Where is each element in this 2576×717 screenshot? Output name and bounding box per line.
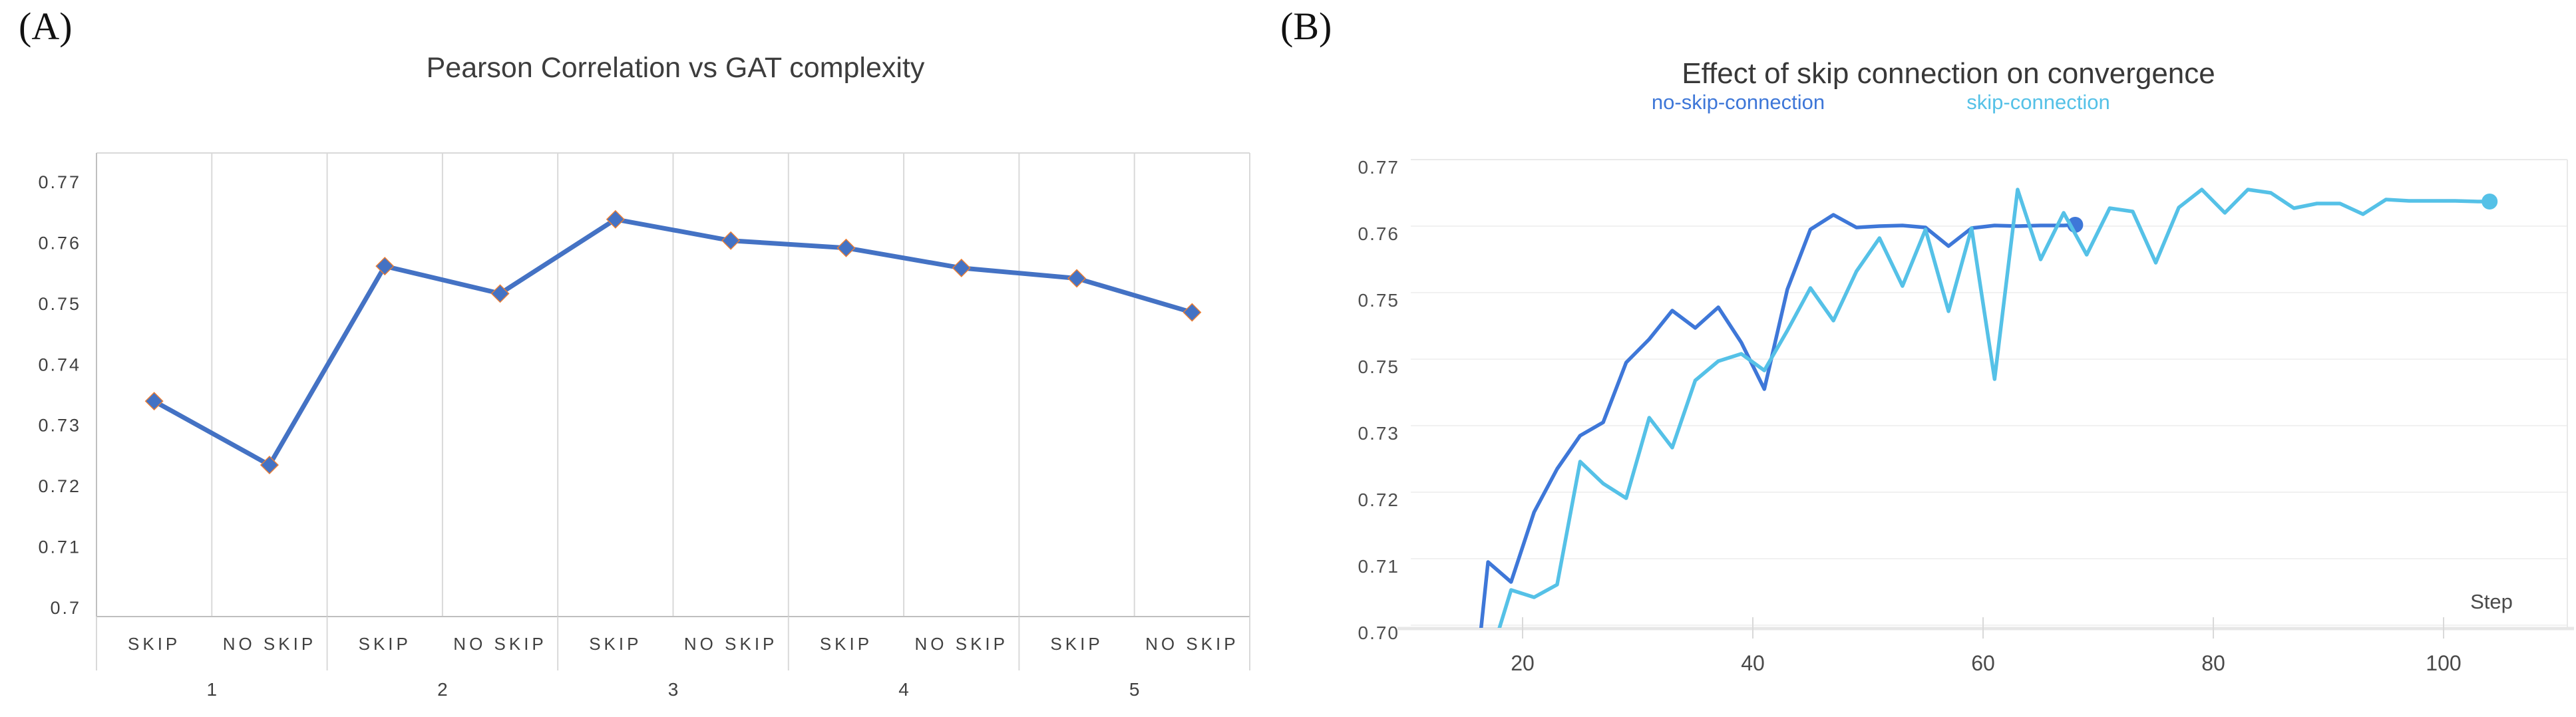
y-tick-label: 0.73	[1358, 423, 1400, 444]
marker-diamond	[953, 259, 970, 276]
x-group-label: 4	[898, 679, 909, 700]
x-group-label: 2	[437, 679, 448, 700]
x-category-label: NO SKIP	[453, 634, 546, 654]
x-category-label: SKIP	[820, 634, 872, 654]
chart-a-plot: 0.77 0.76 0.75 0.74 0.73 0.72 0.71 0.7 SKIP NO SK…	[38, 152, 1250, 700]
marker-diamond	[1069, 270, 1085, 287]
panel-a-label: (A)	[19, 5, 73, 48]
panel-a: (A) Pearson Correlation vs GAT complexit…	[0, 0, 1264, 717]
series-end-dot-skip-connection	[2482, 194, 2498, 210]
series-skip-connection	[1497, 188, 2491, 628]
y-tick-label: 0.76	[1358, 223, 1400, 244]
y-tick-label: 0.71	[38, 537, 81, 557]
marker-diamond	[377, 258, 393, 275]
x-tick-label: 20	[1511, 651, 1535, 675]
y-tick-label: 0.75	[38, 294, 81, 314]
y-tick-label: 0.75	[1358, 290, 1400, 311]
y-tick-label: 0.77	[38, 172, 81, 192]
marker-diamond	[723, 232, 739, 249]
x-group-label: 3	[668, 679, 679, 700]
marker-diamond	[1184, 304, 1200, 321]
y-tick-label: 0.71	[1358, 556, 1400, 577]
y-tick-label: 0.77	[1358, 157, 1400, 178]
x-category-label: NO SKIP	[223, 634, 316, 654]
x-tick-label: 60	[1971, 651, 1995, 675]
chart-a-title: Pearson Correlation vs GAT complexity	[426, 52, 925, 84]
series-no-skip-connection	[1479, 213, 2078, 628]
y-tick-label: 0.74	[38, 355, 81, 374]
y-tick-label: 0.7	[50, 598, 81, 618]
x-category-label: NO SKIP	[684, 634, 777, 654]
marker-diamond	[146, 393, 162, 410]
panel-b-label: (B)	[1280, 5, 1332, 48]
marker-diamond	[492, 285, 508, 302]
x-group-label: 5	[1129, 679, 1140, 700]
x-group-label: 1	[207, 679, 218, 700]
x-category-label: NO SKIP	[1145, 634, 1238, 654]
marker-diamond	[838, 239, 854, 256]
chart-b-plot: 0.77 0.76 0.75 0.75 0.73 0.72 0.71 0.70 20 40 60 80…	[1358, 157, 2574, 675]
y-tick-label: 0.72	[1358, 490, 1400, 510]
panel-b: (B) Effect of skip connection on converg…	[1264, 0, 2576, 717]
legend-item-skip-connection: skip-connection	[1966, 90, 2110, 114]
chart-b-title: Effect of skip connection on convergence	[1682, 57, 2215, 90]
x-category-label: SKIP	[128, 634, 180, 654]
x-category-label: SKIP	[1050, 634, 1103, 654]
marker-diamond	[261, 457, 277, 474]
x-axis-title: Step	[2470, 590, 2513, 613]
y-tick-label: 0.73	[38, 416, 81, 436]
legend-item-no-skip-connection: no-skip-connection	[1651, 90, 1825, 114]
x-tick-label: 100	[2426, 651, 2461, 675]
series-pearson-line	[152, 217, 1195, 468]
x-category-label: SKIP	[359, 634, 411, 654]
y-tick-label: 0.76	[38, 233, 81, 253]
y-tick-label: 0.70	[1358, 623, 1400, 643]
x-tick-label: 80	[2201, 651, 2225, 675]
y-tick-label: 0.75	[1358, 357, 1400, 377]
x-category-label: NO SKIP	[915, 634, 1008, 654]
marker-diamond	[607, 211, 624, 227]
x-category-label: SKIP	[589, 634, 642, 654]
y-tick-label: 0.72	[38, 476, 81, 496]
x-tick-label: 40	[1741, 651, 1765, 675]
